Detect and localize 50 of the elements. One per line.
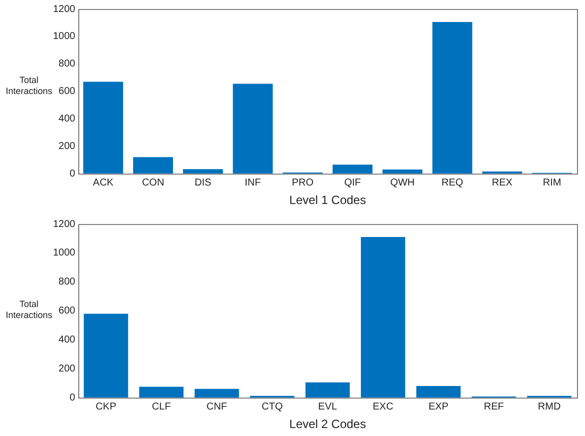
y-tick-label: 1200 [52,218,76,230]
y-tick-label: 200 [58,363,76,374]
bar [382,169,422,174]
x-tick-label: REX [492,177,513,188]
y-tick-label: 800 [58,276,76,288]
x-tick-label: EVL [318,401,338,412]
y-tick-label: 1000 [52,31,76,42]
bar [305,382,350,398]
bar [139,386,184,398]
bar [432,22,472,174]
y-tick-label: 0 [70,168,76,180]
x-tick-label: RIM [542,177,562,188]
bar [133,157,174,174]
y-tick-label: 600 [58,86,76,98]
bar [84,314,128,398]
bar [232,84,273,174]
y-tick-label: 400 [58,334,76,346]
y-tick-label: 400 [58,113,76,124]
y-tick-label: 1000 [52,248,76,259]
x-tick-label: ACK [92,177,114,188]
x-tick-label: CNF [206,401,228,412]
x-tick-label: EXC [372,401,394,412]
x-tick-label: INF [244,177,261,188]
x-tick-label: DIS [194,177,212,188]
bar [83,82,124,174]
x-tick-label: RMD [538,401,561,412]
y-axis-title: Total Interactions [4,75,54,97]
x-tick-label: CON [142,177,164,188]
bar [360,237,406,398]
x-tick-label: CKP [96,401,117,412]
y-axis-title: Total Interactions [4,299,54,321]
bar [416,386,461,398]
bar [332,164,373,174]
y-tick-label: 0 [70,392,76,404]
y-tick-label: 600 [58,306,76,317]
x-tick-label: REF [484,401,504,412]
x-axis-title: Level 1 Codes [289,193,366,208]
x-tick-label: PRO [292,177,314,188]
x-tick-label: QWH [390,177,415,188]
x-axis-title: Level 2 Codes [289,417,366,432]
x-tick-label: CLF [152,401,171,412]
x-tick-label: EXP [428,401,449,412]
x-tick-label: QIF [344,177,361,188]
x-tick-label: CTQ [262,401,283,412]
y-tick-label: 200 [58,140,76,152]
y-tick-label: 800 [58,58,76,70]
y-tick-label: 1200 [52,4,76,15]
bar [194,388,239,398]
x-tick-label: REQ [441,177,464,188]
bar [182,169,223,174]
